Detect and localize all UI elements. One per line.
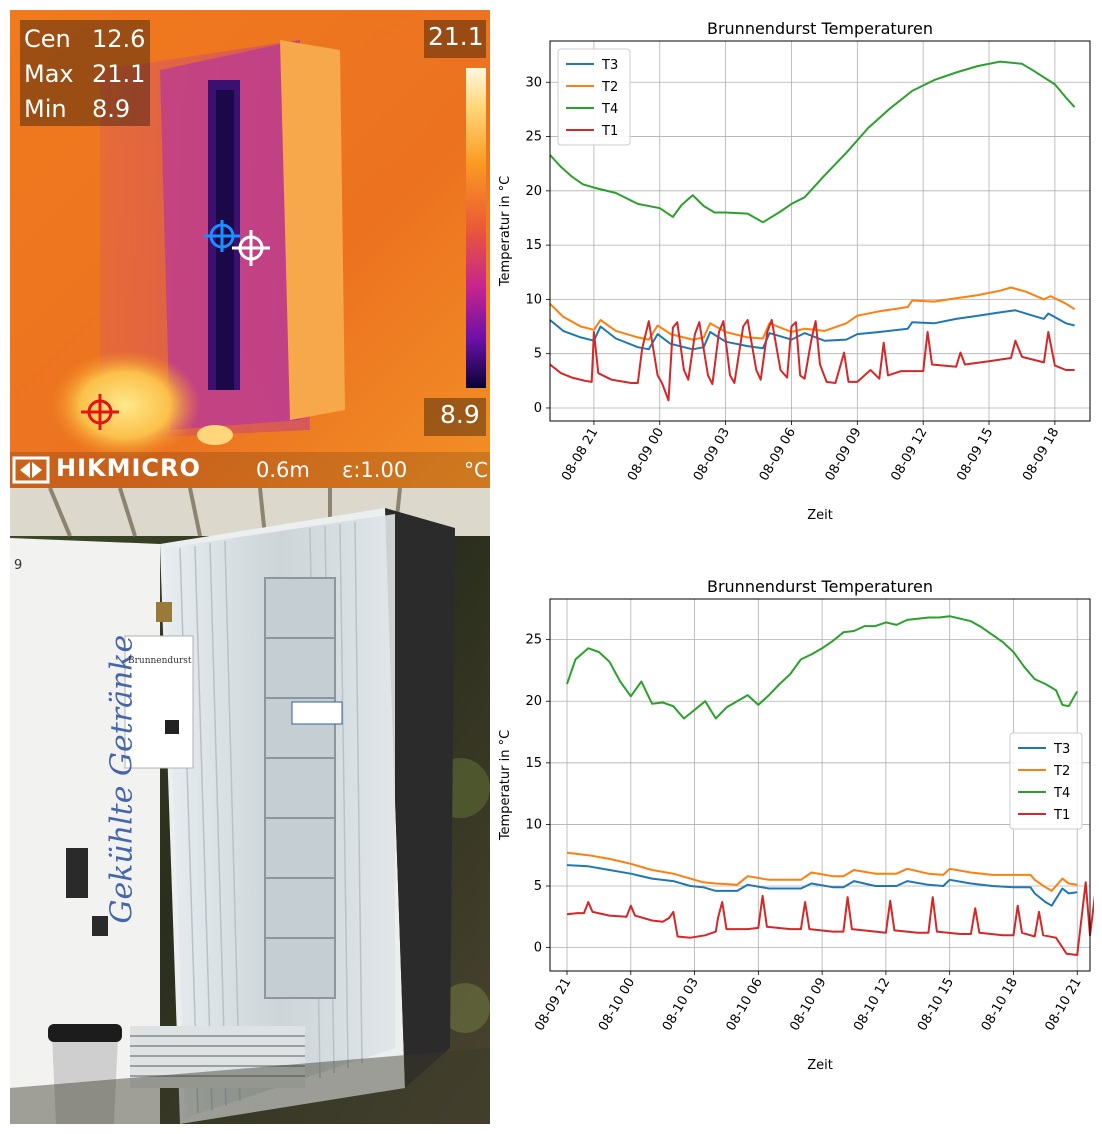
chart-1-series-t3-line xyxy=(549,309,1075,351)
chart-1-x-tick-label: 08-09 15 xyxy=(954,426,996,484)
chart-1-y-tick-label: 20 xyxy=(525,184,542,199)
chart-2-series-t4-line xyxy=(566,615,1079,720)
chart-2-title: Brunnendurst Temperaturen xyxy=(707,577,933,596)
center-crosshair-icon xyxy=(204,220,240,252)
thermal-image xyxy=(10,10,490,488)
chart-1-x-axis-label: Zeit xyxy=(807,508,833,523)
chart-1-plot-frame xyxy=(549,40,1091,422)
chart-2-series-t1-line xyxy=(566,881,1094,956)
chart-1-y-tick-label: 15 xyxy=(525,238,542,253)
chart-2-x-tick-label: 08-10 00 xyxy=(596,976,638,1034)
chart-1-legend-label-t3: T3 xyxy=(601,58,618,73)
chart-1-svg: 0 5 10 15 20 25 30 08-08 21 08-09 00 08-09 03 08-0… xyxy=(498,19,1091,523)
chart-1-x-tick-label: 08-09 18 xyxy=(1020,426,1062,484)
temperature-chart-2: 0 5 10 15 20 25 08-09 21 08-10 00 08-10 03 08-10 … xyxy=(494,568,1094,1124)
chart-1-y-tick-label: 30 xyxy=(525,75,542,90)
chart-2-x-tick-label: 08-10 12 xyxy=(851,976,893,1034)
poster-title: Brunnendurst xyxy=(128,656,192,666)
chart-2-y-tick-label: 5 xyxy=(534,879,542,894)
cabinet-number: 9 xyxy=(14,558,23,573)
emissivity-label: ε:1.00 xyxy=(342,458,408,482)
chart-2-y-tick-label: 10 xyxy=(525,817,542,832)
chart-1-y-tick-label: 5 xyxy=(534,347,542,362)
chart-2-x-tick-label: 08-09 21 xyxy=(532,976,574,1034)
chart-2-plot-frame xyxy=(549,598,1091,972)
chart-2-legend-label-t2: T2 xyxy=(1053,764,1070,779)
chart-2-legend-label-t4: T4 xyxy=(1053,786,1070,801)
chart-2-x-axis-label: Zeit xyxy=(807,1058,833,1073)
chart-2-x-tick-label: 08-10 15 xyxy=(915,976,957,1034)
chart-2-y-tick-label: 15 xyxy=(525,756,542,771)
chart-1-legend-label-t4: T4 xyxy=(601,102,618,117)
chart-2-legend-label-t3: T3 xyxy=(1053,742,1070,757)
distance-label: 0.6m xyxy=(256,458,310,482)
chart-2-series-t3-line xyxy=(566,864,1078,907)
chart-2-plot-area xyxy=(550,599,1090,971)
chart-2-y-axis-label: Temperatur in °C xyxy=(498,730,513,841)
chart-2-legend-label-t1: T1 xyxy=(1053,808,1070,823)
chart-2-x-tick-label: 08-10 18 xyxy=(979,976,1021,1034)
chart-2-series-t2-line xyxy=(566,851,1078,892)
color-scale-bar xyxy=(466,68,486,388)
thermal-image-panel: Cen 12.6 Max 21.1 Min 8.9 21.1 8.9 HIKMICRO… xyxy=(10,10,490,488)
brand-label: HIKMICRO xyxy=(56,454,201,482)
chart-1-x-tick-label: 08-08 21 xyxy=(559,426,601,484)
chart-1-legend-box xyxy=(557,48,631,146)
chart-1-y-tick-label: 10 xyxy=(525,292,542,307)
info-poster xyxy=(124,635,194,769)
chart-1-x-tick-label: 08-09 09 xyxy=(823,426,865,484)
chart-1-legend-label-t2: T2 xyxy=(601,80,618,95)
vending-machine-illustration xyxy=(10,488,490,1124)
coin-slot xyxy=(66,848,88,898)
chart-2-y-tick-label: 0 xyxy=(534,941,542,956)
chart-1-title: Brunnendurst Temperaturen xyxy=(707,19,933,38)
max-crosshair-icon xyxy=(81,394,119,430)
cabinet-text: Gekühlte Getränke xyxy=(104,634,140,924)
chart-2-x-tick-label: 08-10 06 xyxy=(724,976,766,1034)
min-crosshair-icon xyxy=(232,230,270,266)
scale-min-label: 8.9 xyxy=(440,400,480,429)
chart-1-x-tick-label: 08-09 06 xyxy=(757,426,799,484)
temperature-chart-1: 0 5 10 15 20 25 30 08-08 21 08-09 00 08-09 03 08-0… xyxy=(494,10,1094,550)
chart-2-y-tick-label: 20 xyxy=(525,694,542,709)
chart-2-svg: 0 5 10 15 20 25 08-09 21 08-10 00 08-10 03 08-10 … xyxy=(498,577,1094,1073)
chart-1-y-tick-label: 0 xyxy=(534,401,542,416)
scale-max-label: 21.1 xyxy=(428,22,484,51)
chart-1-x-tick-label: 08-09 12 xyxy=(888,426,930,484)
chart-1-y-axis-label: Temperatur in °C xyxy=(498,176,513,287)
chart-2-x-tick-label: 08-10 21 xyxy=(1042,976,1084,1034)
chart-1-x-tick-label: 08-09 03 xyxy=(691,426,733,484)
unit-label: °C xyxy=(464,458,488,482)
chart-2-legend-box xyxy=(1009,732,1083,830)
chart-1-y-tick-label: 25 xyxy=(525,130,542,145)
chart-2-x-tick-label: 08-10 09 xyxy=(787,976,829,1034)
chart-2-x-tick-label: 08-10 03 xyxy=(660,976,702,1034)
chart-2-y-tick-label: 25 xyxy=(525,633,542,648)
chart-1-series-t1-line xyxy=(549,319,1075,402)
readout-min: Min 8.9 xyxy=(24,95,131,123)
readout-cen: Cen 12.6 xyxy=(24,25,146,53)
vending-machine-photo: Gekühlte Getränke Brunnendurst 9 xyxy=(10,488,490,1124)
trash-can xyxy=(52,1036,118,1124)
chart-1-series-t4-line xyxy=(549,60,1076,224)
chart-1-x-tick-label: 08-09 00 xyxy=(625,426,667,484)
readout-max: Max 21.1 xyxy=(24,60,146,88)
chart-1-legend-label-t1: T1 xyxy=(601,124,618,139)
hikmicro-logo-icon xyxy=(12,456,50,484)
